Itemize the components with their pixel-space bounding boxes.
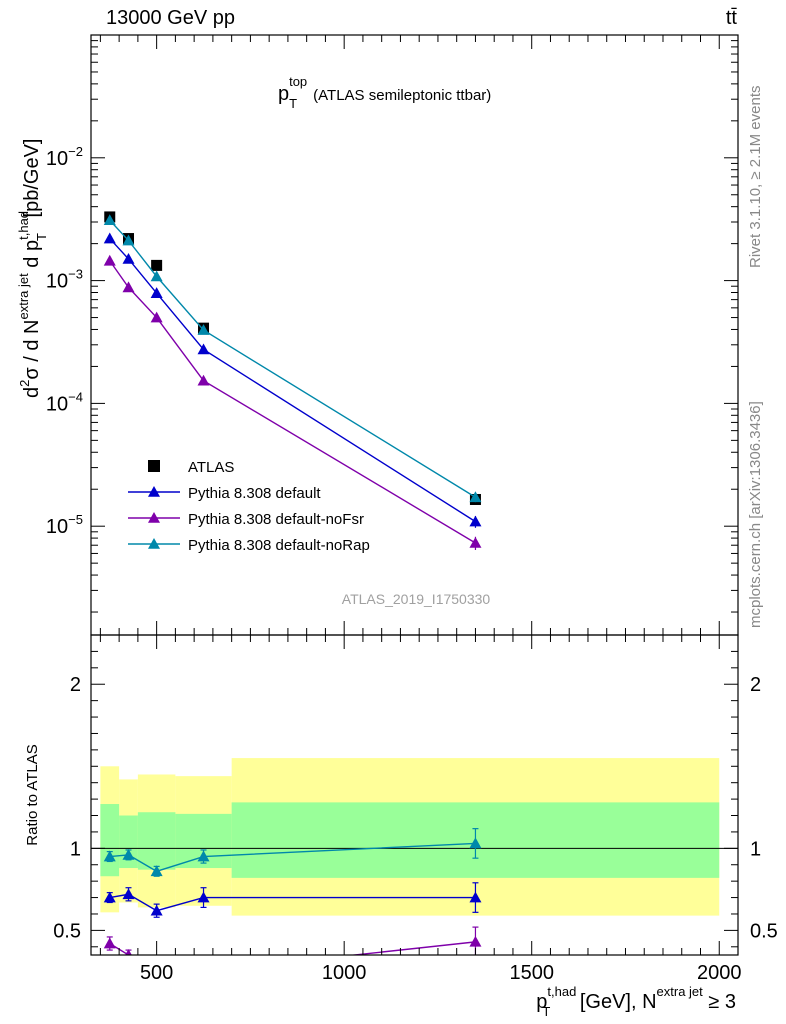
main-axis-ticks bbox=[91, 34, 739, 635]
ratio-tick-labels: 0.5 0.5 1 1 2 2 500 1000 1500 2000 bbox=[53, 674, 778, 984]
legend-label-atlas: ATLAS bbox=[188, 459, 234, 476]
data-point-pythia-8-308-default-norap bbox=[122, 234, 135, 246]
legend-marker-pythia-8-308-default-nofsr bbox=[148, 512, 160, 523]
ratio-line-pythia-8-308-default-nofsr bbox=[109, 941, 476, 955]
legend-label-pythia-8-308-default-norap: Pythia 8.308 default-noRap bbox=[188, 537, 370, 554]
data-point-pythia-8-308-default-nofsr bbox=[150, 311, 163, 323]
analysis-tag: ATLAS_2019_I1750330 bbox=[342, 591, 491, 607]
ratio-point-pythia-8-308-default-nofsr bbox=[198, 965, 210, 976]
ratio-point-pythia-8-308-default bbox=[197, 891, 210, 903]
x-axis-label: pt,had T [GeV], Nextra jet ≥ 3 bbox=[536, 984, 736, 1019]
stat-uncertainty-band bbox=[100, 804, 120, 877]
data-point-pythia-8-308-default-norap bbox=[103, 214, 116, 226]
ratio-plot-frame bbox=[90, 634, 739, 956]
legend: ATLAS Pythia 8.308 default Pythia 8.308 de… bbox=[128, 459, 370, 554]
main-data-marks bbox=[103, 211, 482, 550]
ratio-plot-panel: 0.5 0.5 1 1 2 2 500 1000 1500 2000 Ratio to ATLAS… bbox=[24, 634, 778, 1019]
legend-label-pythia-8-308-default-nofsr: Pythia 8.308 default-noFsr bbox=[188, 511, 364, 528]
legend-label-pythia-8-308-default: Pythia 8.308 default bbox=[188, 485, 321, 502]
data-point-pythia-8-308-default-nofsr bbox=[469, 536, 482, 548]
main-y-tick-label: 10−2 bbox=[46, 144, 83, 170]
data-point-pythia-8-308-default-nofsr bbox=[122, 281, 135, 293]
ratio-point-pythia-8-308-default-nofsr bbox=[469, 935, 482, 947]
mcplots-reference-text: mcplots.cern.ch [arXiv:1306.3436] bbox=[747, 401, 764, 628]
ratio-y-tick-label-left: 0.5 bbox=[53, 920, 81, 942]
ratio-y-tick-label-left: 1 bbox=[70, 838, 81, 860]
stat-uncertainty-band bbox=[137, 812, 176, 870]
ratio-point-pythia-8-308-default-norap bbox=[469, 837, 482, 849]
ratio-point-pythia-8-308-default-norap bbox=[197, 850, 210, 862]
ratio-point-pythia-8-308-default-norap bbox=[122, 848, 135, 860]
process-label: tt̄ bbox=[726, 7, 738, 29]
ratio-point-pythia-8-308-default bbox=[150, 904, 163, 916]
ratio-point-pythia-8-308-default-nofsr bbox=[125, 949, 132, 955]
ratio-point-pythia-8-308-default-norap bbox=[103, 850, 116, 862]
data-point-pythia-8-308-default-norap bbox=[197, 324, 210, 335]
energy-label: 13000 GeV pp bbox=[106, 7, 235, 29]
ratio-data-marks bbox=[103, 828, 482, 976]
ratio-uncertainty-bands bbox=[100, 758, 720, 916]
ratio-y-axis-label: Ratio to ATLAS bbox=[24, 744, 41, 845]
data-point-atlas bbox=[151, 259, 163, 271]
main-y-axis-label: d2σ / d Nextra jet d pt,had T [pb/GeV] bbox=[16, 139, 49, 398]
ratio-point-pythia-8-308-default bbox=[469, 891, 482, 903]
ratio-point-pythia-8-308-default bbox=[103, 891, 116, 903]
series-line-pythia-8-308-default-norap bbox=[109, 219, 476, 498]
data-point-pythia-8-308-default bbox=[197, 343, 210, 355]
main-y-tick-label: 10−3 bbox=[46, 267, 83, 293]
ratio-y-tick-label-left: 2 bbox=[70, 674, 81, 696]
legend-marker-atlas bbox=[148, 460, 160, 472]
main-y-tick-label: 10−5 bbox=[46, 512, 83, 538]
data-point-pythia-8-308-default-nofsr bbox=[197, 374, 210, 386]
main-plot-panel: 10−2 10−3 10−4 10−5 pTtop(ATLAS semileptoni… bbox=[16, 34, 739, 636]
data-point-pythia-8-308-default bbox=[103, 232, 116, 244]
x-tick-label: 1000 bbox=[322, 962, 367, 984]
ratio-y-tick-label-right: 0.5 bbox=[750, 920, 778, 942]
ratio-point-pythia-8-308-default-nofsr bbox=[103, 937, 116, 949]
ratio-y-tick-label-right: 2 bbox=[750, 674, 761, 696]
x-tick-label: 1500 bbox=[509, 962, 554, 984]
ratio-point-pythia-8-308-default-norap bbox=[150, 865, 163, 877]
data-point-pythia-8-308-default-norap bbox=[150, 270, 163, 282]
data-point-pythia-8-308-default bbox=[122, 252, 135, 264]
data-point-pythia-8-308-default-nofsr bbox=[103, 254, 116, 266]
main-y-tick-labels: 10−2 10−3 10−4 10−5 bbox=[46, 144, 83, 538]
plot-title: pTtop(ATLAS semileptonic ttbar) bbox=[278, 74, 491, 111]
ratio-y-tick-label-right: 1 bbox=[750, 838, 761, 860]
ratio-point-pythia-8-308-default bbox=[122, 888, 135, 900]
series-line-pythia-8-308-default bbox=[109, 238, 476, 523]
data-point-pythia-8-308-default bbox=[150, 287, 163, 298]
x-tick-label: 500 bbox=[140, 962, 173, 984]
legend-marker-pythia-8-308-default bbox=[148, 486, 160, 497]
data-point-pythia-8-308-default-norap bbox=[469, 491, 482, 503]
x-tick-label: 2000 bbox=[697, 962, 742, 984]
legend-marker-pythia-8-308-default-norap bbox=[148, 538, 160, 549]
rivet-version-text: Rivet 3.1.10, ≥ 2.1M events bbox=[747, 86, 764, 269]
data-point-pythia-8-308-default bbox=[469, 515, 482, 527]
main-y-tick-label: 10−4 bbox=[46, 389, 83, 415]
